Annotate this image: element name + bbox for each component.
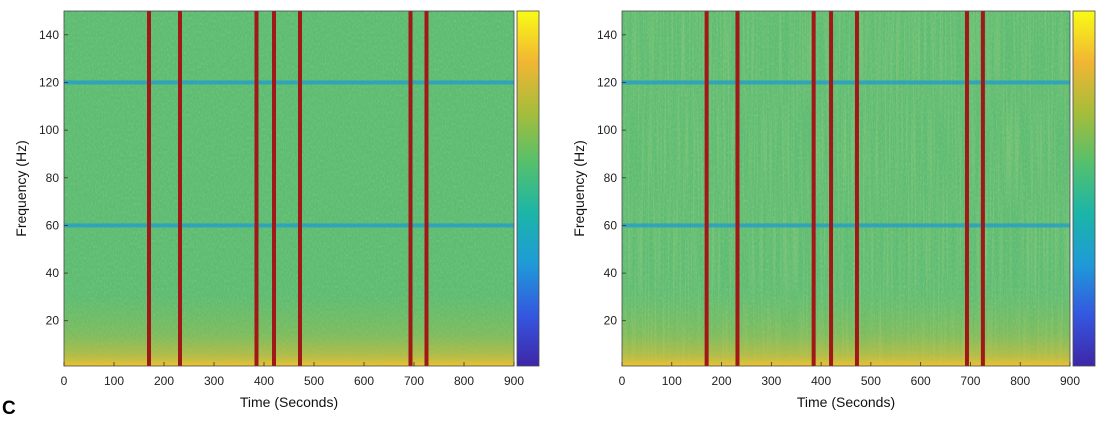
event-marker-7 — [424, 11, 429, 366]
line-noise-band-60hz — [64, 223, 514, 228]
x-tick-label: 800 — [454, 374, 474, 388]
x-axis-label: Time (Seconds) — [240, 394, 338, 410]
x-tick-label: 300 — [204, 374, 224, 388]
spectrogram-panel-2: 0 100 200 300 400 500 600 700 800 900 20 40 60 80 100 1… — [571, 10, 1096, 410]
event-marker-1 — [704, 11, 709, 366]
x-tick-label: 300 — [761, 374, 781, 388]
event-marker-5 — [298, 11, 302, 366]
y-tick-label: 60 — [46, 218, 60, 232]
plot-frame — [63, 10, 515, 367]
spectrogram-image — [64, 11, 514, 366]
y-tick-label: 20 — [46, 314, 60, 328]
x-tick-label: 400 — [811, 374, 831, 388]
event-marker-4 — [272, 11, 276, 366]
event-marker-7 — [980, 11, 985, 366]
y-tick-label: 120 — [39, 75, 59, 89]
x-tick-label: 600 — [911, 374, 931, 388]
low-frequency-power — [622, 206, 1070, 366]
x-tick-label: 900 — [504, 374, 524, 388]
line-noise-band-120hz — [64, 80, 514, 85]
x-tick-label: 700 — [404, 374, 424, 388]
x-tick-label: 200 — [154, 374, 174, 388]
y-tick-label: 40 — [46, 266, 60, 280]
plot-frame — [621, 10, 1071, 367]
x-tick-label: 0 — [619, 374, 626, 388]
x-tick-label: 600 — [354, 374, 374, 388]
y-tick-label: 80 — [604, 171, 618, 185]
x-tick-label: 500 — [861, 374, 881, 388]
spectrogram-image — [622, 11, 1070, 366]
x-tick-label: 500 — [304, 374, 324, 388]
y-tick-label: 140 — [597, 28, 617, 42]
low-frequency-power — [64, 206, 514, 366]
event-marker-3 — [811, 11, 816, 366]
y-tick-label: 100 — [39, 123, 59, 137]
x-tick-label: 900 — [1060, 374, 1080, 388]
event-marker-5 — [854, 11, 859, 366]
x-tick-label: 100 — [662, 374, 682, 388]
spectrogram-panel-1: 0 100 200 300 400 500 600 700 800 900 20 40 60 80 100 1… — [13, 10, 540, 410]
x-tick-label: 200 — [712, 374, 732, 388]
x-tick-label: 0 — [61, 374, 68, 388]
event-marker-2 — [178, 11, 182, 366]
event-marker-1 — [147, 11, 151, 366]
y-tick-label: 40 — [604, 266, 618, 280]
x-axis-label: Time (Seconds) — [797, 394, 895, 410]
event-marker-2 — [735, 11, 740, 366]
event-marker-6 — [964, 11, 969, 366]
event-marker-4 — [829, 11, 834, 366]
y-tick-label: 120 — [597, 75, 617, 89]
y-tick-label: 140 — [39, 28, 59, 42]
event-marker-6 — [408, 11, 413, 366]
x-tick-label: 800 — [1010, 374, 1030, 388]
y-axis-label: Frequency (Hz) — [13, 140, 29, 236]
y-tick-label: 100 — [597, 123, 617, 137]
x-tick-label: 700 — [960, 374, 980, 388]
y-tick-label: 80 — [46, 171, 60, 185]
y-axis-label: Frequency (Hz) — [571, 140, 587, 236]
line-noise-band-60hz — [622, 223, 1070, 228]
y-tick-label: 60 — [604, 218, 618, 232]
event-marker-3 — [254, 11, 259, 366]
panel-label: C — [2, 398, 16, 419]
colorbar — [1072, 10, 1096, 367]
line-noise-band-120hz — [622, 80, 1070, 85]
colorbar — [516, 10, 540, 367]
x-tick-label: 100 — [104, 374, 124, 388]
y-tick-label: 20 — [604, 314, 618, 328]
x-tick-label: 400 — [254, 374, 274, 388]
